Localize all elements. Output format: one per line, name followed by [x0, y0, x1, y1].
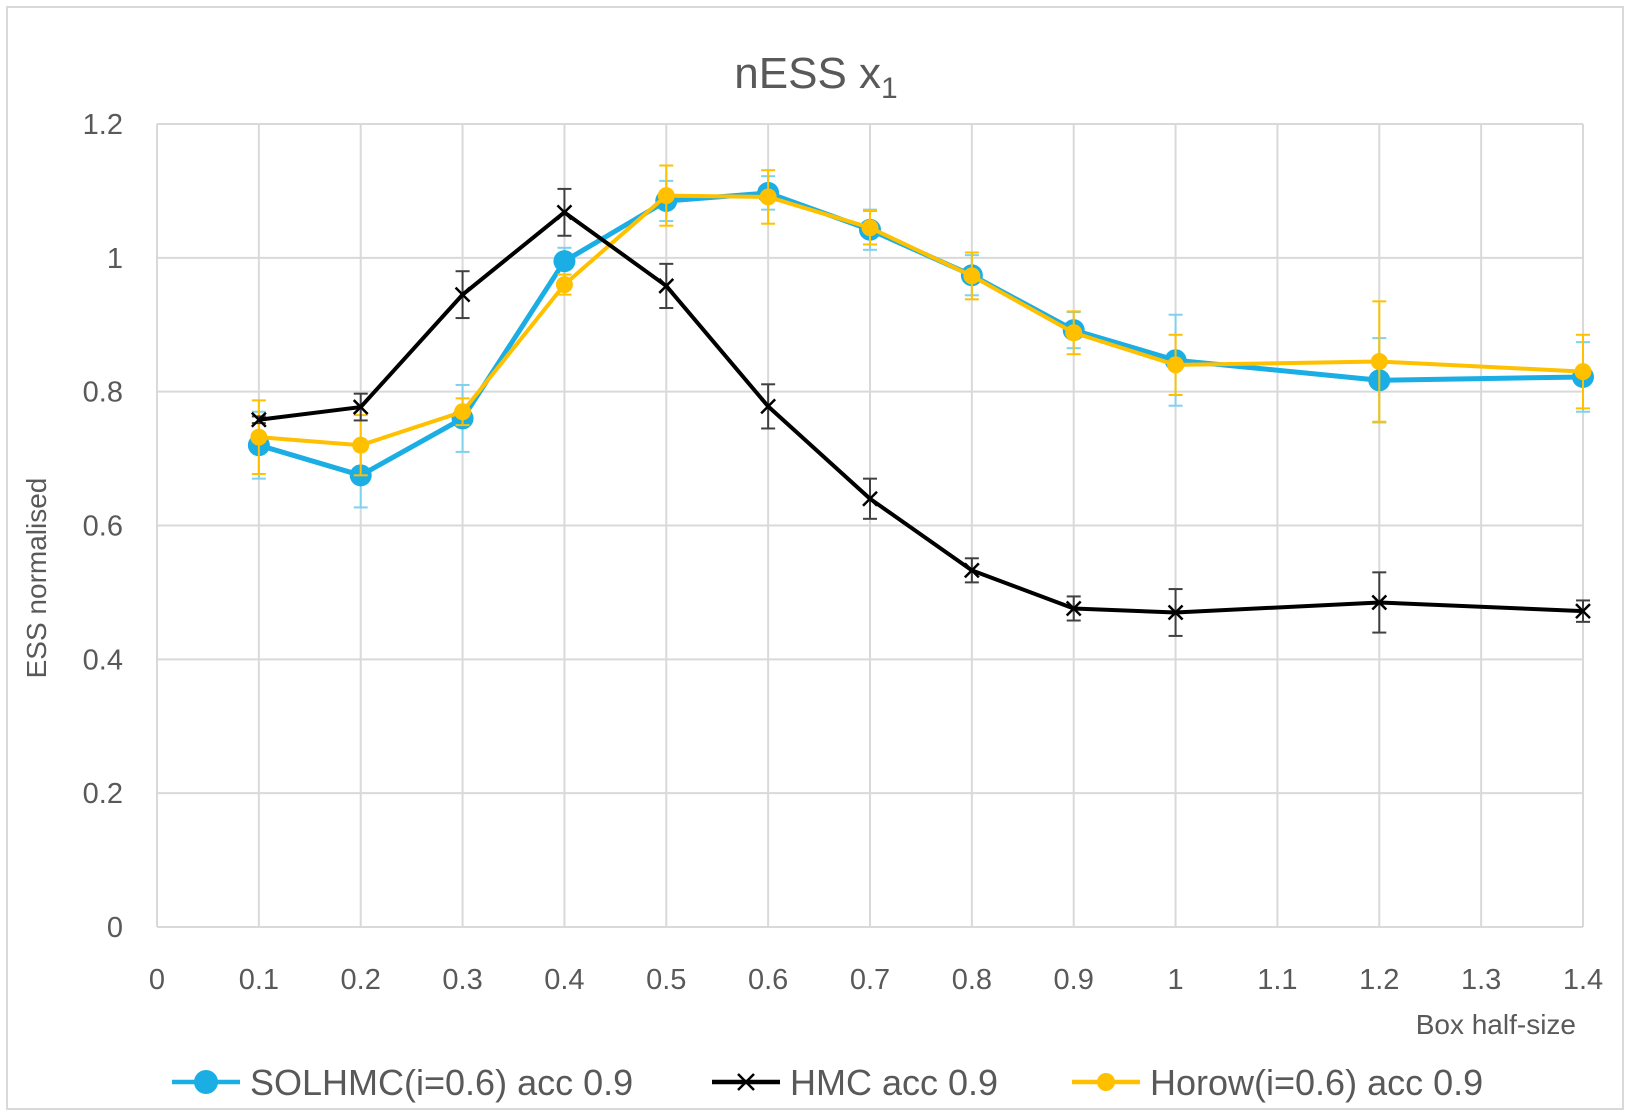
data-point-stroke	[760, 398, 777, 415]
x-tick-label: 0.6	[748, 964, 788, 996]
data-point	[1065, 600, 1082, 617]
data-point	[1167, 356, 1185, 374]
data-point	[454, 286, 471, 303]
data-point	[1167, 604, 1184, 621]
x-tick-label: 0.9	[1054, 964, 1094, 996]
data-point	[1371, 594, 1388, 611]
plot-area	[247, 164, 1594, 637]
data-point-stroke	[454, 286, 471, 303]
y-tick-label: 0.4	[83, 644, 123, 676]
data-point	[759, 188, 777, 206]
legend-item: HMC acc 0.9	[712, 1062, 998, 1103]
x-tick-label: 0.5	[646, 964, 686, 996]
legend-swatch-marker	[1097, 1073, 1115, 1091]
data-point	[963, 562, 980, 579]
data-point	[861, 219, 879, 237]
gridlines	[156, 123, 1584, 928]
y-tick-label: 1	[107, 243, 123, 275]
y-tick-label: 1.2	[83, 109, 123, 141]
series-1	[250, 187, 1591, 637]
data-point-stroke	[352, 399, 369, 415]
y-axis-label: ESS normalised	[21, 478, 52, 679]
series-line	[258, 193, 1584, 448]
x-axis-label: Box half-size	[1416, 1009, 1576, 1040]
data-point-stroke	[1575, 603, 1591, 620]
data-point	[1575, 603, 1591, 620]
legend-label: HMC acc 0.9	[790, 1062, 998, 1103]
data-point-stroke	[862, 490, 878, 507]
chart-title: nESS x1	[734, 49, 897, 105]
series-2	[250, 164, 1592, 477]
y-tick-label: 0.6	[83, 511, 123, 543]
data-point	[862, 490, 878, 507]
legend-label: Horow(i=0.6) acc 0.9	[1150, 1062, 1483, 1103]
data-point	[454, 403, 472, 421]
chart-title-subscript: 1	[881, 72, 898, 105]
data-point-stroke	[556, 204, 573, 221]
y-axis-ticks: 0 0.2 0.4 0.6 0.8 1 1.2	[83, 109, 123, 944]
data-point	[555, 276, 573, 294]
legend: SOLHMC(i=0.6) acc 0.9 HMC acc 0.9 Horow(i=…	[172, 1062, 1483, 1103]
data-point-stroke	[1167, 604, 1184, 621]
data-point	[556, 204, 573, 221]
y-tick-label: 0.2	[83, 778, 123, 810]
data-point	[250, 411, 267, 428]
x-tick-label: 0.4	[544, 964, 584, 996]
legend-item: SOLHMC(i=0.6) acc 0.9	[172, 1062, 633, 1103]
data-point	[657, 187, 675, 205]
data-point-stroke	[250, 411, 267, 428]
data-point	[352, 399, 369, 415]
y-tick-label: 0	[107, 912, 123, 944]
data-point	[963, 267, 981, 285]
x-tick-label: 0.7	[850, 964, 890, 996]
data-point	[352, 436, 370, 454]
x-tick-label: 1.4	[1563, 964, 1603, 996]
data-point-stroke	[658, 278, 675, 294]
legend-item: Horow(i=0.6) acc 0.9	[1072, 1062, 1483, 1103]
series-line	[258, 210, 1584, 615]
x-tick-label: 1.3	[1461, 964, 1501, 996]
x-tick-label: 0.1	[239, 964, 279, 996]
x-tick-label: 0.3	[442, 964, 482, 996]
data-point	[250, 428, 268, 446]
data-point-stroke	[963, 562, 980, 579]
data-point-stroke	[1371, 594, 1388, 611]
data-point	[658, 278, 675, 294]
x-tick-label: 1.2	[1359, 964, 1399, 996]
x-tick-label: 0.2	[341, 964, 381, 996]
data-point	[553, 250, 576, 273]
x-tick-label: 0	[149, 964, 165, 996]
x-axis-ticks: 0 0.1 0.2 0.3 0.4 0.5 0.6 0.7 0.8 0.9 1 1.1 1.2 1.3 1.…	[149, 964, 1603, 996]
data-point	[1065, 324, 1083, 342]
series-0	[247, 175, 1594, 509]
data-point	[1574, 363, 1592, 381]
legend-swatch-marker	[194, 1070, 218, 1094]
x-tick-label: 1	[1168, 964, 1184, 996]
data-point-stroke	[1065, 600, 1082, 617]
legend-swatch-marker	[737, 1073, 755, 1091]
series-line	[258, 190, 1584, 478]
y-tick-label: 0.8	[83, 377, 123, 409]
x-tick-label: 1.1	[1257, 964, 1297, 996]
x-tick-label: 0.8	[952, 964, 992, 996]
data-point	[760, 398, 777, 415]
data-point	[1370, 353, 1388, 371]
legend-label: SOLHMC(i=0.6) acc 0.9	[250, 1062, 633, 1103]
chart-title-text: nESS x	[734, 49, 881, 98]
